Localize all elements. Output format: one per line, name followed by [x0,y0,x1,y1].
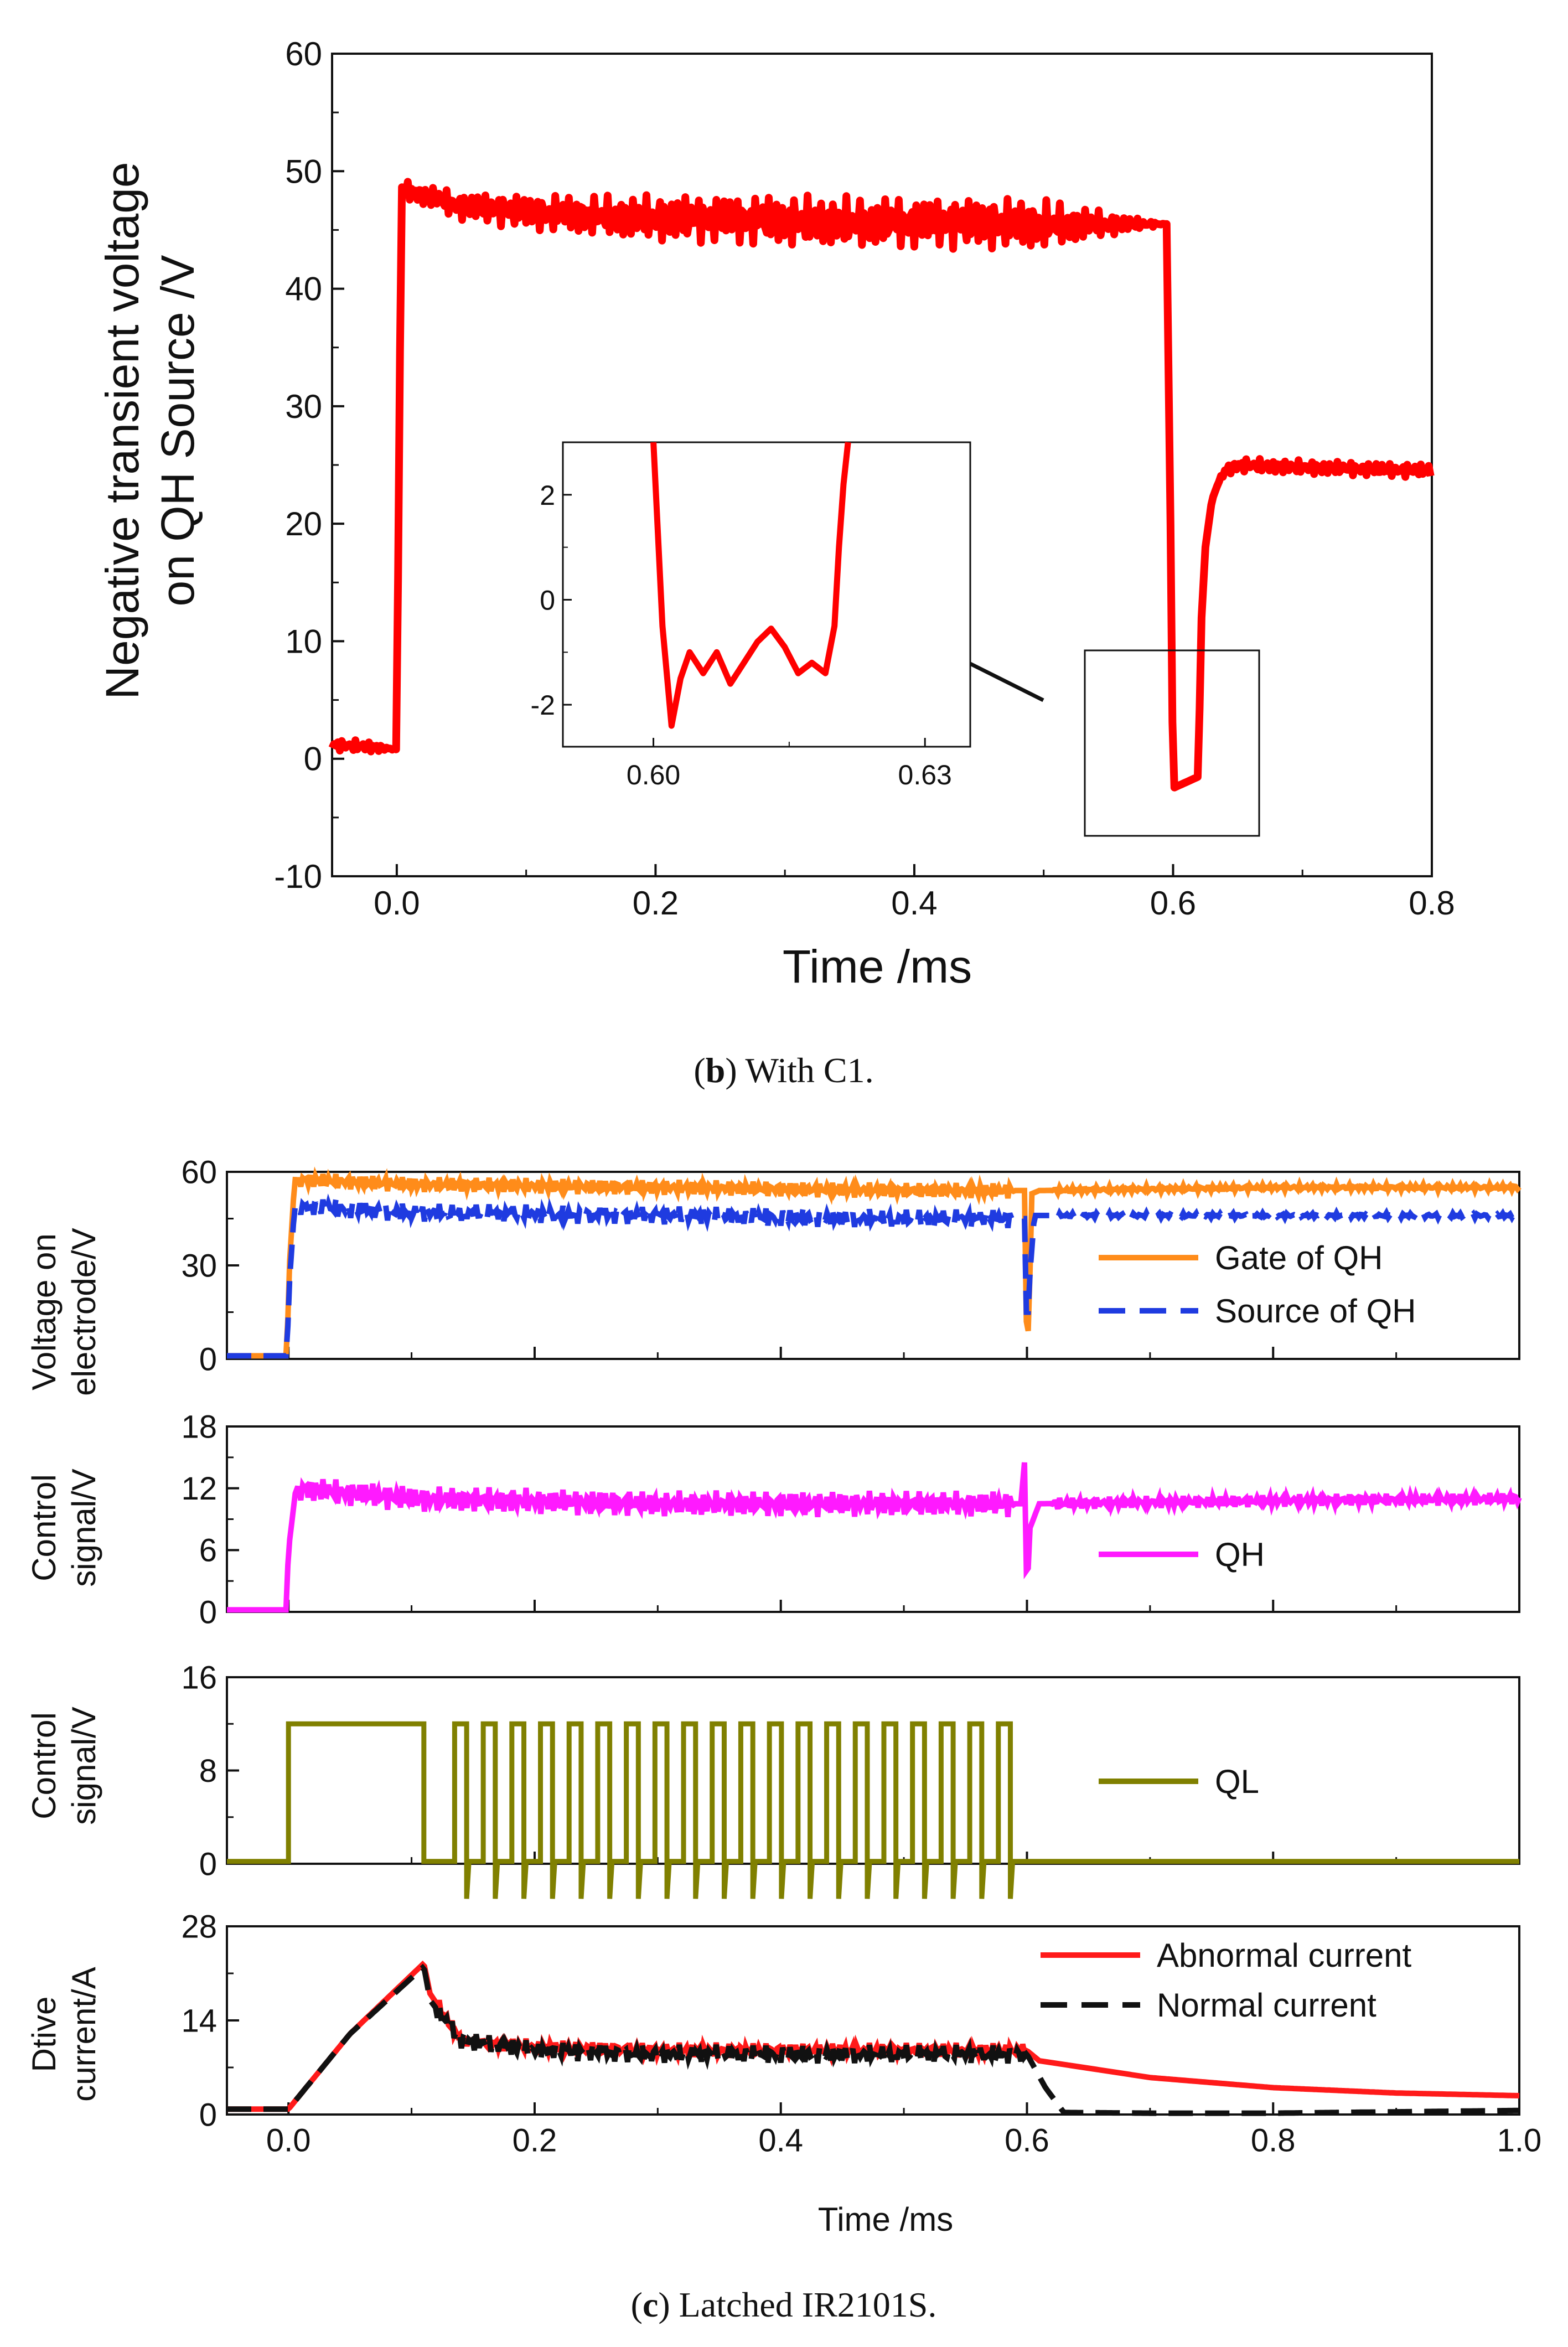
panel-c-caption: (c) Latched IR2101S. [631,2285,937,2324]
c1-ylabel-line1: Voltage on [25,1233,63,1390]
c3-ytick-label: 16 [181,1660,217,1695]
c4-xtick-label: 0.4 [758,2123,803,2159]
b-main-ytick-label: 20 [285,505,322,542]
c2-ytick-label: 0 [199,1594,217,1630]
panel-c: 0 30 60 Gate of QH Source of QH 0 6 12 18 QH 0 8 16 Q… [25,1154,1541,2324]
c1-source-legend-label: Source of QH [1215,1293,1416,1330]
c4-series-normal [227,1963,1520,2116]
b-inset-xtick-label: 0.63 [898,759,952,790]
b-main-xtick-label: 0.2 [633,885,679,922]
b-main-ytick-label: 30 [285,388,322,425]
c4-ytick-label: 14 [181,2003,217,2039]
c1-ytick-label: 30 [181,1248,217,1284]
c4-xtick-label: 1.0 [1497,2123,1542,2159]
c4-abnormal-legend-label: Abnormal current [1157,1937,1412,1974]
c1-ytick-label: 0 [199,1341,217,1377]
b-inset-frame [562,441,971,748]
b-series-qh-source [328,178,1435,792]
c3-ylabel-line2: signal/V [65,1707,102,1824]
panel-b-xlabel: Time /ms [783,940,972,992]
b-inset-ytick-label: 2 [540,480,555,511]
c3-ylabel-line1: Control [25,1712,63,1819]
panel-b: -10 0 10 20 30 40 50 60 0.0 0.2 0.4 0.6 0.8 -2 0 2 0.60 0… [96,35,1455,1090]
c4-ylabel-line1: Dtive [25,1997,63,2072]
c4-ytick-label: 0 [199,2097,217,2133]
b-main-xtick-label: 0.6 [1150,885,1196,922]
c1-gate-legend-label: Gate of QH [1215,1239,1383,1276]
b-main-ytick-label: 60 [285,35,322,73]
b-inset-ytick-label: -2 [531,690,555,721]
c4-ytick-label: 28 [181,1909,217,1945]
c2-ytick-label: 6 [199,1533,217,1569]
c4-xtick-label: 0.2 [513,2123,557,2159]
b-zoom-box [1084,649,1260,837]
c4-normal-legend-label: Normal current [1157,1987,1376,2024]
c3-ql-legend-label: QL [1215,1763,1259,1800]
c2-ylabel-line1: Control [25,1474,63,1581]
b-inset-series [650,442,851,729]
b-main-ytick-label: 10 [285,623,322,660]
b-main-ytick-label: 0 [304,741,322,778]
b-main-ytick-label: 40 [285,271,322,308]
c1-series-source [227,1193,1522,1359]
c4-xtick-label: 0.8 [1251,2123,1296,2159]
c4-xlabel: Time /ms [818,2201,953,2238]
b-inset-xtick-label: 0.60 [627,759,680,790]
b-inset-ytick-label: 0 [540,585,555,616]
c4-xtick-label: 0.6 [1005,2123,1049,2159]
c2-ytick-label: 12 [181,1471,217,1507]
c1-ylabel-line2: electrode/V [65,1228,102,1396]
panel-b-ylabel-line1: Negative transient voltage [96,162,148,699]
panel-b-plot-area: -10 0 10 20 30 40 50 60 0.0 0.2 0.4 0.6 0.8 -2 0 2 0.60 0… [274,35,1455,922]
c2-series-qh [227,1462,1522,1613]
panel-b-ylabel-line2: on QH Source /V [152,255,204,607]
c3-frame [226,1676,1520,1865]
panel-c-plot-area: 0 30 60 Gate of QH Source of QH 0 6 12 18 QH 0 8 16 Q… [181,1154,1541,2158]
c1-series-gate [227,1166,1522,1359]
b-main-ytick-label: -10 [274,858,322,895]
c4-ylabel-line2: current/A [65,1967,102,2101]
b-main-xtick-label: 0.0 [374,885,420,922]
c3-series-ql [227,1721,1519,1899]
c2-frame [226,1425,1520,1613]
b-main-xtick-label: 0.8 [1409,885,1455,922]
c2-ylabel-line2: signal/V [65,1469,102,1586]
b-main-ytick-label: 50 [285,153,322,190]
panel-b-caption: (b) With C1. [694,1051,873,1090]
c2-qh-legend-label: QH [1215,1536,1265,1573]
c2-ytick-label: 18 [181,1409,217,1445]
c1-ytick-label: 60 [181,1154,217,1190]
b-main-xtick-label: 0.4 [891,885,937,922]
c4-xtick-label: 0.0 [266,2123,311,2159]
c3-ytick-label: 8 [199,1753,217,1789]
c3-ytick-label: 0 [199,1846,217,1882]
